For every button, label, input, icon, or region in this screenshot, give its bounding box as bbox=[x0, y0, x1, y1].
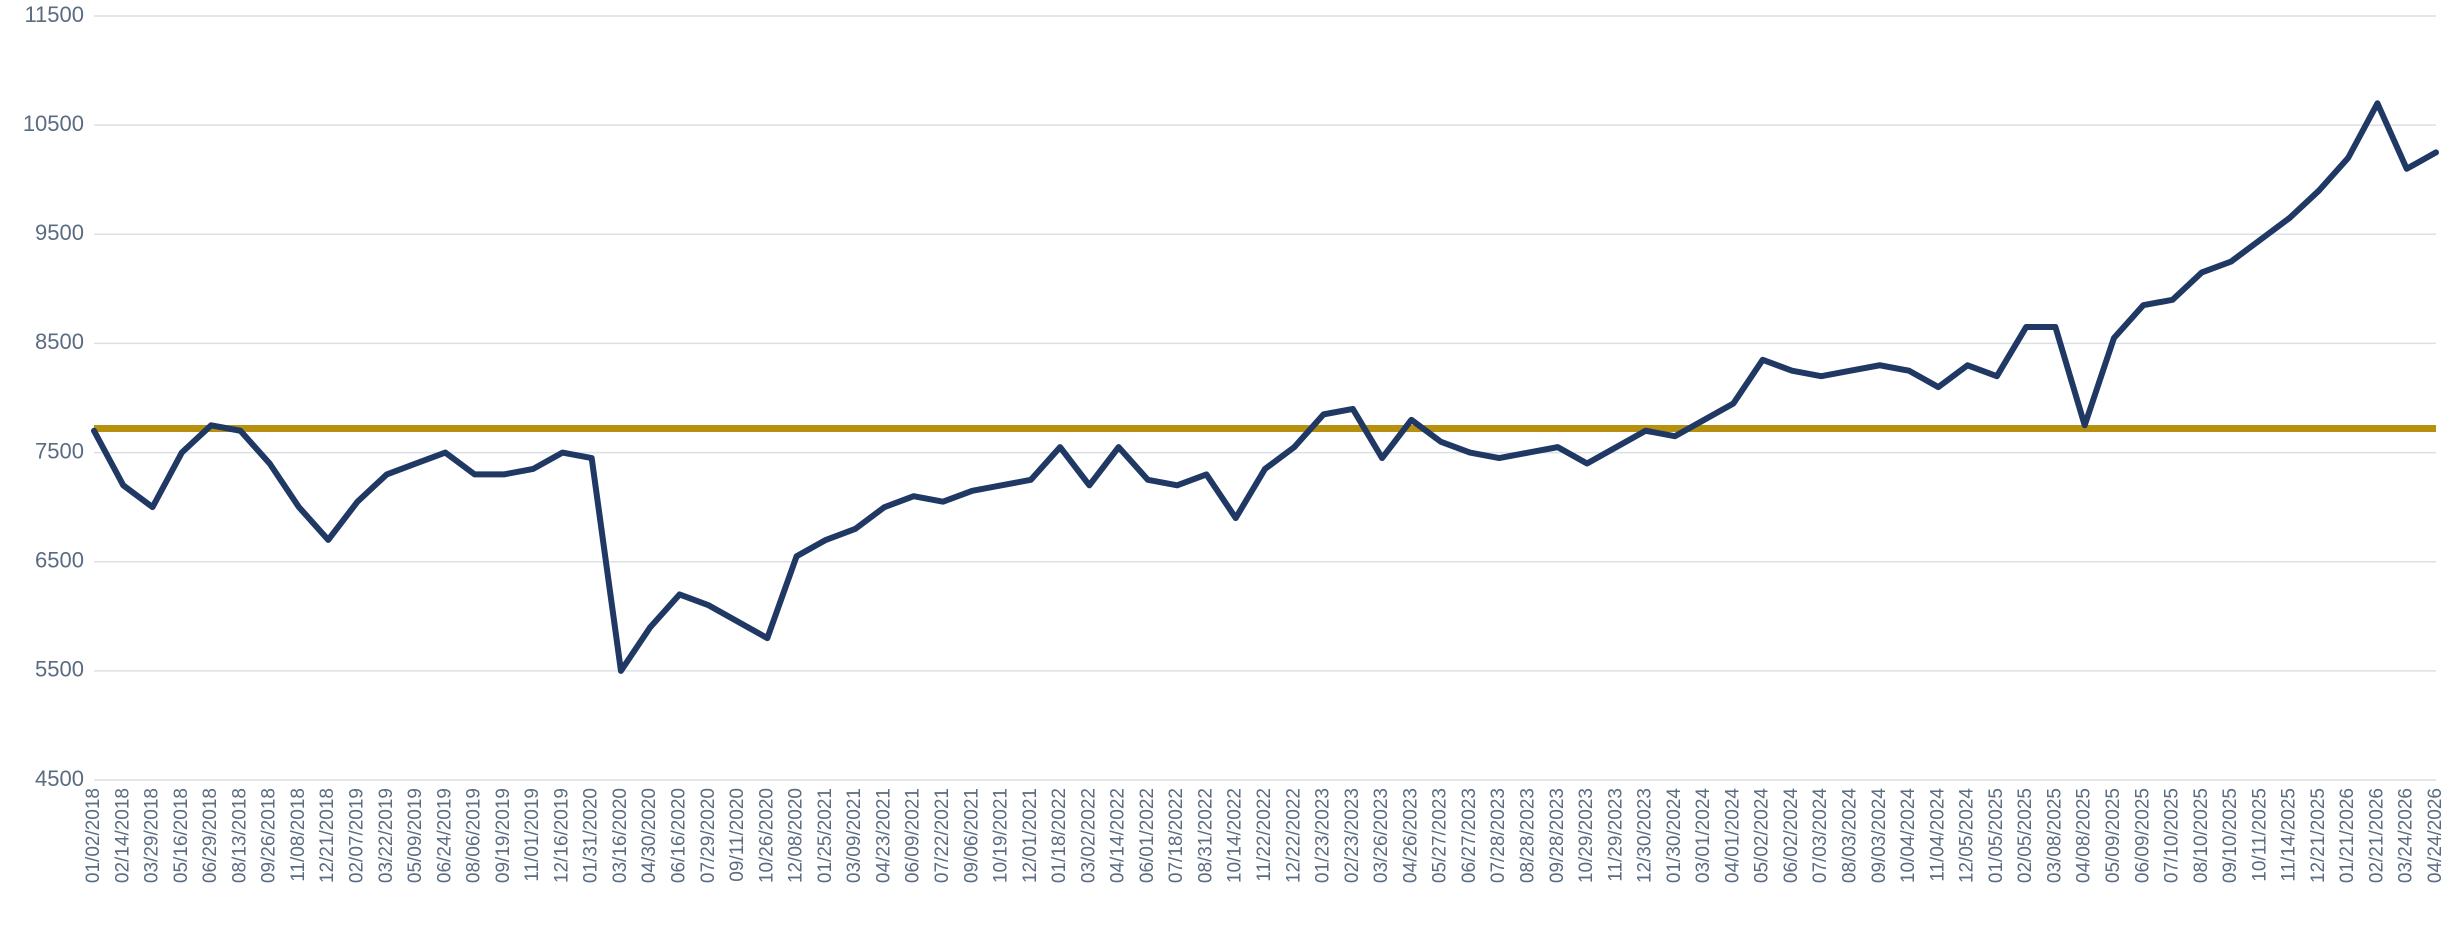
x-tick-label: 01/31/2020 bbox=[581, 788, 602, 883]
x-tick-label: 07/03/2024 bbox=[1810, 788, 1831, 884]
x-tick-label: 08/13/2018 bbox=[229, 788, 250, 883]
x-tick-label: 10/11/2025 bbox=[2249, 788, 2270, 882]
x-tick-label: 04/30/2020 bbox=[639, 788, 660, 883]
y-tick-label: 5500 bbox=[35, 657, 84, 682]
x-tick-label: 12/16/2019 bbox=[551, 788, 572, 883]
x-tick-label: 06/02/2024 bbox=[1781, 788, 1802, 884]
x-tick-label: 04/23/2021 bbox=[873, 788, 894, 883]
x-tick-label: 01/21/2026 bbox=[2337, 788, 2358, 883]
y-tick-label: 6500 bbox=[35, 548, 84, 573]
y-tick-label: 9500 bbox=[35, 220, 84, 245]
x-tick-label: 10/26/2020 bbox=[756, 788, 777, 883]
x-tick-label: 06/16/2020 bbox=[669, 788, 690, 883]
x-tick-label: 02/05/2025 bbox=[2015, 788, 2036, 883]
x-tick-label: 05/09/2025 bbox=[2103, 788, 2124, 883]
x-tick-label: 11/01/2019 bbox=[522, 788, 543, 882]
x-tick-label: 09/11/2020 bbox=[727, 788, 748, 882]
x-tick-label: 09/26/2018 bbox=[259, 788, 280, 883]
data-line bbox=[91, 100, 2439, 674]
x-tick-label: 04/08/2025 bbox=[2074, 788, 2095, 883]
x-tick-label: 02/14/2018 bbox=[112, 788, 133, 883]
x-tick-label: 01/05/2025 bbox=[1986, 788, 2007, 883]
x-tick-label: 05/16/2018 bbox=[171, 788, 192, 883]
x-tick-label: 08/10/2025 bbox=[2191, 788, 2212, 883]
x-tick-label: 05/02/2024 bbox=[1752, 788, 1773, 884]
x-tick-label: 02/07/2019 bbox=[346, 788, 367, 883]
x-tick-label: 12/21/2018 bbox=[317, 788, 338, 883]
y-tick-label: 4500 bbox=[35, 766, 84, 791]
x-tick-label: 01/25/2021 bbox=[815, 788, 836, 883]
x-tick-label: 03/02/2022 bbox=[1078, 788, 1099, 883]
x-tick-label: 06/27/2023 bbox=[1459, 788, 1480, 883]
x-tick-label: 07/28/2023 bbox=[1488, 788, 1509, 883]
x-tick-label: 08/31/2022 bbox=[1195, 788, 1216, 883]
x-tick-label: 01/02/2018 bbox=[83, 788, 104, 883]
x-tick-label: 09/06/2021 bbox=[961, 788, 982, 883]
y-tick-label: 7500 bbox=[35, 438, 84, 463]
x-tick-label: 06/09/2025 bbox=[2132, 788, 2153, 883]
x-tick-label: 03/22/2019 bbox=[376, 788, 397, 883]
x-tick-label: 08/28/2023 bbox=[1517, 788, 1538, 883]
x-tick-label: 12/22/2022 bbox=[1283, 788, 1304, 883]
x-tick-label: 03/01/2024 bbox=[1693, 788, 1714, 884]
x-tick-label: 02/23/2023 bbox=[1342, 788, 1363, 883]
x-tick-label: 10/19/2021 bbox=[991, 788, 1012, 883]
x-tick-label: 07/18/2022 bbox=[1166, 788, 1187, 883]
x-tick-label: 06/01/2022 bbox=[1137, 788, 1158, 883]
x-tick-label: 10/29/2023 bbox=[1576, 788, 1597, 883]
y-tick-label: 8500 bbox=[35, 329, 84, 354]
x-tick-label: 09/28/2023 bbox=[1547, 788, 1568, 883]
x-tick-label: 07/10/2025 bbox=[2162, 788, 2183, 883]
x-tick-label: 11/04/2024 bbox=[1927, 788, 1948, 882]
x-tick-label: 04/24/2026 bbox=[2425, 788, 2445, 883]
x-tick-label: 03/29/2018 bbox=[142, 788, 163, 883]
x-tick-label: 02/21/2026 bbox=[2366, 788, 2387, 883]
x-tick-label: 01/23/2023 bbox=[1313, 788, 1334, 883]
x-tick-label: 03/08/2025 bbox=[2044, 788, 2065, 883]
x-tick-label: 01/18/2022 bbox=[1049, 788, 1070, 883]
x-tick-label: 06/29/2018 bbox=[200, 788, 221, 883]
x-tick-label: 09/10/2025 bbox=[2220, 788, 2241, 883]
x-tick-label: 11/14/2025 bbox=[2279, 788, 2300, 882]
x-tick-label: 03/26/2023 bbox=[1371, 788, 1392, 883]
y-tick-label: 11500 bbox=[24, 2, 84, 27]
x-tick-label: 10/14/2022 bbox=[1225, 788, 1246, 883]
x-tick-label: 09/19/2019 bbox=[493, 788, 514, 883]
x-tick-label: 12/30/2023 bbox=[1635, 788, 1656, 883]
x-tick-label: 04/14/2022 bbox=[1108, 788, 1129, 883]
x-tick-label: 07/29/2020 bbox=[698, 788, 719, 883]
x-tick-label: 06/24/2019 bbox=[434, 788, 455, 883]
x-tick-label: 09/03/2024 bbox=[1869, 788, 1890, 884]
x-tick-label: 12/21/2025 bbox=[2308, 788, 2329, 883]
x-tick-label: 03/16/2020 bbox=[610, 788, 631, 883]
x-tick-label: 12/01/2021 bbox=[1020, 788, 1041, 883]
x-tick-label: 12/05/2024 bbox=[1957, 788, 1978, 884]
x-tick-label: 04/01/2024 bbox=[1722, 788, 1743, 884]
y-tick-label: 10500 bbox=[23, 111, 84, 136]
x-tick-label: 08/06/2019 bbox=[464, 788, 485, 883]
x-tick-label: 05/09/2019 bbox=[405, 788, 426, 883]
x-tick-label: 11/22/2022 bbox=[1254, 788, 1275, 882]
x-tick-label: 07/22/2021 bbox=[932, 788, 953, 883]
x-tick-label: 03/24/2026 bbox=[2396, 788, 2417, 883]
x-tick-label: 03/09/2021 bbox=[844, 788, 865, 883]
x-tick-label: 11/29/2023 bbox=[1605, 788, 1626, 882]
x-tick-label: 10/04/2024 bbox=[1898, 788, 1919, 884]
x-tick-label: 01/30/2024 bbox=[1664, 788, 1685, 884]
x-tick-label: 11/08/2018 bbox=[288, 788, 309, 882]
x-tick-label: 06/09/2021 bbox=[903, 788, 924, 883]
x-tick-label: 04/26/2023 bbox=[1400, 788, 1421, 883]
x-tick-label: 08/03/2024 bbox=[1840, 788, 1861, 884]
x-tick-label: 05/27/2023 bbox=[1430, 788, 1451, 883]
x-tick-label: 12/08/2020 bbox=[786, 788, 807, 883]
